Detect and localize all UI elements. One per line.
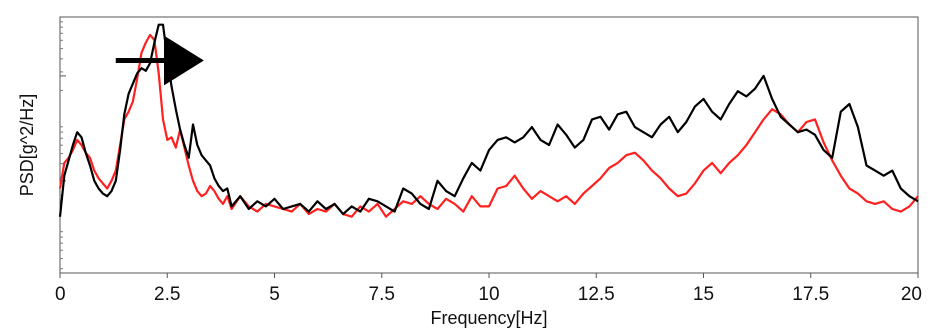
x-tick-label: 12.5 xyxy=(578,284,615,305)
x-tick-label: 2.5 xyxy=(154,284,180,305)
x-tick-label: 17.5 xyxy=(792,284,829,305)
x-tick-label: 10 xyxy=(478,284,499,305)
x-tick-label: 7.5 xyxy=(369,284,395,305)
y-axis-title: PSD[g^2/Hz] xyxy=(17,94,37,196)
y-axis-ticks xyxy=(60,21,66,270)
series-line-2 xyxy=(58,33,919,218)
x-tick-label: 20 xyxy=(901,284,922,305)
x-tick-label: 0 xyxy=(55,284,66,305)
series-line-1 xyxy=(58,23,919,217)
x-tick-label: 5 xyxy=(269,284,280,305)
series-layer xyxy=(58,23,919,218)
x-axis-title: Frequency[Hz] xyxy=(430,308,547,328)
plot-frame xyxy=(59,16,919,274)
x-axis-ticks: 0 2.5 5 7.5 10 12.5 15 17.5 20 xyxy=(55,273,922,305)
x-tick-label: 15 xyxy=(693,284,714,305)
